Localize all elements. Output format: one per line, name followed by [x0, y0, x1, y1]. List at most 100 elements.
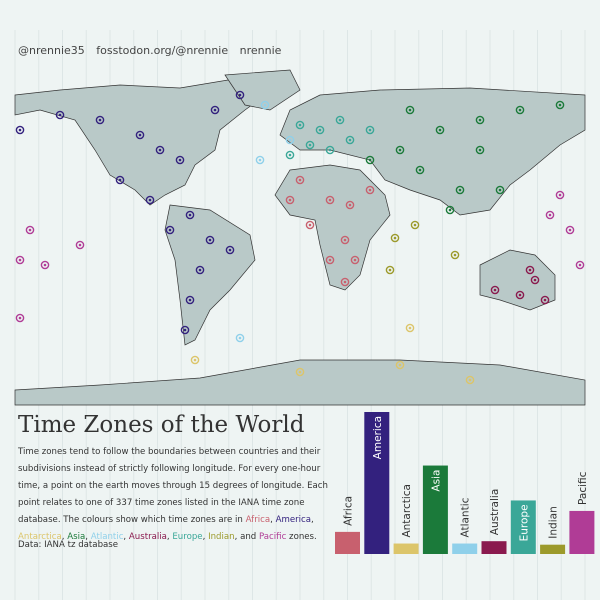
zone-point — [325, 145, 335, 155]
zone-point-core — [193, 358, 197, 362]
bar-label: Pacific — [577, 471, 589, 505]
zone-point — [450, 250, 460, 260]
zone-point-core — [318, 128, 322, 132]
zone-point-core — [438, 128, 442, 132]
bar-chart: Africa America Antarctica Asia Atlantic Austr… — [335, 412, 595, 554]
zone-point — [345, 135, 355, 145]
zone-point-core — [493, 288, 497, 292]
bar-label: America — [372, 416, 384, 459]
zone-point — [155, 145, 165, 155]
zone-point-core — [343, 238, 347, 242]
australia — [479, 249, 556, 311]
description-text: Time zones tend to follow the boundaries… — [18, 447, 328, 525]
zone-point — [545, 210, 555, 220]
description-text: Atlantic — [90, 532, 124, 542]
zone-point — [225, 245, 235, 255]
zone-point-core — [298, 123, 302, 127]
zone-point — [395, 360, 405, 370]
zone-point — [75, 240, 85, 250]
zone-point — [190, 355, 200, 365]
zone-point — [530, 275, 540, 285]
zone-point-core — [178, 158, 182, 162]
zone-point — [205, 235, 215, 245]
zone-point — [365, 185, 375, 195]
zone-point — [115, 175, 125, 185]
zone-point — [15, 255, 25, 265]
zone-point — [445, 205, 455, 215]
zone-point — [365, 155, 375, 165]
zone-point-core — [393, 236, 397, 240]
description-text: Pacific — [259, 532, 287, 542]
zone-point — [295, 367, 305, 377]
zone-point-core — [348, 203, 352, 207]
bar — [481, 541, 507, 554]
zone-point-core — [78, 243, 82, 247]
zone-point-core — [368, 158, 372, 162]
zone-point — [295, 120, 305, 130]
zone-point-core — [238, 93, 242, 97]
source: Data: IANA tz database — [18, 540, 119, 550]
bar-label: Indian — [548, 506, 560, 538]
zone-point-core — [453, 253, 457, 257]
zone-point — [465, 375, 475, 385]
zone-point-core — [468, 378, 472, 382]
zone-point — [315, 125, 325, 135]
zone-point-core — [263, 103, 267, 107]
description-text: , — [166, 532, 173, 542]
handle: fosstodon.org/@nrennie — [96, 44, 229, 57]
africa — [274, 164, 391, 291]
zone-point-core — [238, 336, 242, 340]
map — [14, 69, 586, 406]
title: Time Zones of the World — [18, 412, 305, 438]
zone-point-core — [183, 328, 187, 332]
zone-point — [385, 265, 395, 275]
zone-point — [555, 100, 565, 110]
zone-point-core — [343, 280, 347, 284]
zone-point-core — [298, 370, 302, 374]
zone-point — [285, 135, 295, 145]
handle: @nrennie35 — [18, 44, 85, 57]
zone-point-core — [533, 278, 537, 282]
zone-point-core — [58, 113, 62, 117]
zone-point — [210, 105, 220, 115]
zone-point — [555, 190, 565, 200]
zone-point-core — [213, 108, 217, 112]
zone-point — [490, 285, 500, 295]
zone-point — [405, 323, 415, 333]
zone-point — [255, 155, 265, 165]
zone-point-core — [288, 198, 292, 202]
bar — [364, 412, 390, 554]
zone-point-core — [528, 268, 532, 272]
antarctica — [14, 359, 586, 406]
zone-point-core — [198, 268, 202, 272]
zone-point — [285, 150, 295, 160]
zone-point-core — [258, 158, 262, 162]
south-america — [164, 204, 256, 346]
zone-point-core — [188, 213, 192, 217]
zone-point — [185, 295, 195, 305]
zone-point — [565, 225, 575, 235]
bar — [335, 531, 360, 554]
zone-point — [15, 125, 25, 135]
zone-point-core — [338, 118, 342, 122]
description-text: Europe — [172, 532, 203, 542]
zone-point — [195, 265, 205, 275]
description-text: Africa — [245, 515, 271, 525]
description-text: Australia — [128, 532, 167, 542]
zone-point-core — [353, 258, 357, 262]
zone-point — [340, 235, 350, 245]
zone-point — [325, 195, 335, 205]
zone-point — [495, 185, 505, 195]
zone-point — [325, 255, 335, 265]
zone-point — [455, 185, 465, 195]
zone-point-core — [408, 108, 412, 112]
description-text: , — [202, 532, 209, 542]
zone-point — [515, 290, 525, 300]
zone-point-core — [228, 248, 232, 252]
zone-point-core — [308, 143, 312, 147]
bar-label: Antarctica — [401, 484, 413, 538]
zone-point — [305, 140, 315, 150]
zone-point — [365, 125, 375, 135]
